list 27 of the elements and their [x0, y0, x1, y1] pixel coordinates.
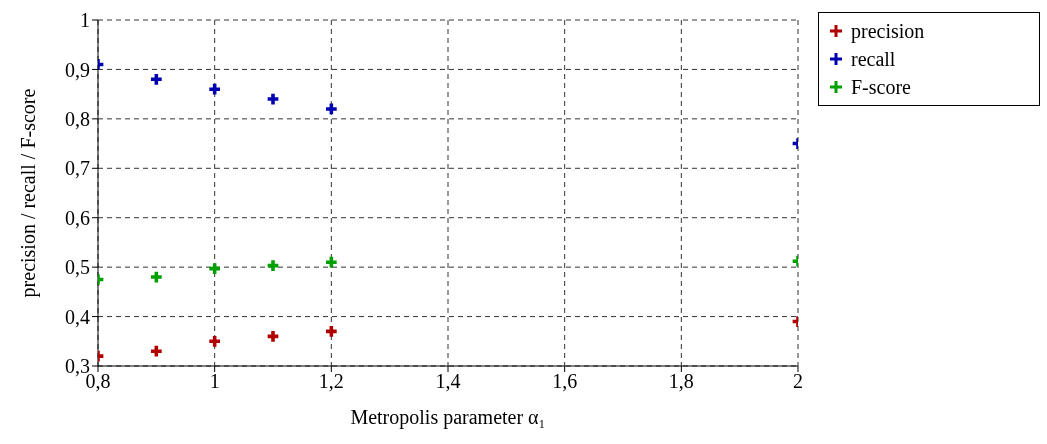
x-tick-label: 1,6	[552, 370, 578, 393]
point	[325, 256, 337, 268]
y-tick-label: 0,6	[65, 206, 90, 229]
y-tick-label: 0,5	[65, 256, 90, 279]
point	[267, 330, 279, 342]
x-tick-label: 1,4	[435, 370, 461, 393]
y-tick-label: 0,7	[65, 157, 90, 180]
x-tick-label: 1	[209, 370, 220, 393]
y-axis-title: precision / recall / F-score	[17, 88, 41, 298]
y-tick-label: 1	[80, 9, 90, 32]
y-tick-label: 0,4	[65, 305, 90, 328]
x-axis-title: Metropolis parameter α₁	[350, 406, 546, 429]
point	[267, 93, 279, 105]
x-tick-label: 1,8	[668, 370, 694, 393]
point	[267, 260, 279, 272]
y-tick-label: 0,9	[65, 58, 90, 81]
point	[209, 335, 221, 347]
point	[150, 345, 162, 357]
legend-label: precision	[851, 19, 925, 43]
legend-label: recall	[851, 47, 896, 71]
legend-label: F-score	[851, 75, 911, 99]
point	[209, 83, 221, 95]
x-tick-label: 1,2	[318, 370, 344, 393]
x-tick-label: 2	[793, 370, 803, 393]
point	[150, 271, 162, 283]
point	[325, 103, 337, 115]
y-tick-label: 0,8	[65, 107, 90, 130]
